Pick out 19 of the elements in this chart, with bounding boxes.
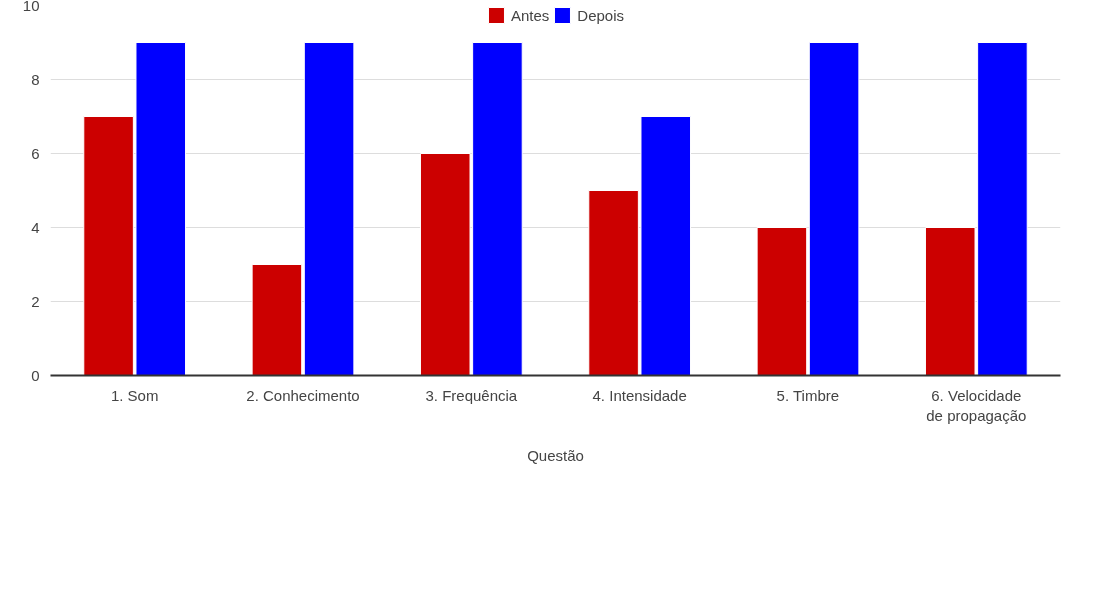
- y-tick-label: 10: [22, 0, 40, 14]
- legend-label: Depois: [577, 6, 625, 24]
- y-tick-label: 8: [31, 70, 40, 88]
- legend-label: Antes: [510, 6, 550, 24]
- x-tick-label: 3. Frequência: [425, 386, 518, 404]
- bar: [303, 42, 355, 376]
- bar: [808, 42, 860, 376]
- y-tick-label: 6: [31, 144, 40, 162]
- y-tick-label: 0: [31, 366, 40, 384]
- y-tick-label: 2: [31, 292, 40, 310]
- x-tick-label: 4. Intensidade: [592, 386, 687, 404]
- y-tick-label: 4: [31, 218, 40, 236]
- bar: [756, 227, 808, 376]
- x-axis-title: Questão: [527, 446, 584, 464]
- bar: [251, 264, 303, 376]
- x-tick-label: 6. Velocidade de propagação: [926, 386, 1027, 424]
- x-tick-label: 5. Timbre: [776, 386, 840, 404]
- x-tick-label: 1. Som: [110, 386, 159, 404]
- x-tick-label: 2. Conhecimento: [246, 386, 360, 404]
